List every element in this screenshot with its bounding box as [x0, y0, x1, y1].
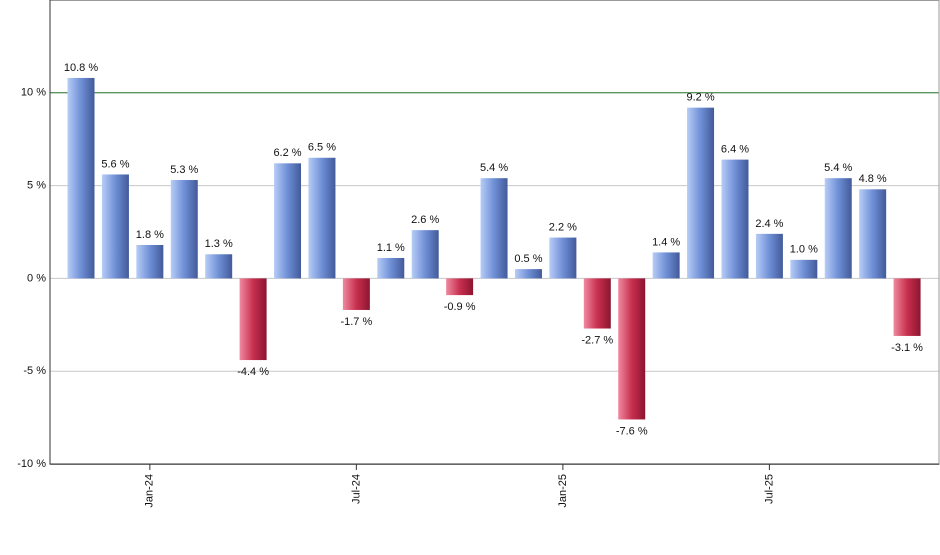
- x-tick-label: Jul-25: [763, 474, 775, 504]
- value-label: 6.4 %: [721, 144, 749, 156]
- value-label: 1.4 %: [652, 236, 680, 248]
- y-tick-label: 0 %: [27, 272, 46, 284]
- bar: [755, 233, 783, 279]
- bar: [480, 178, 508, 279]
- value-label: 6.2 %: [273, 147, 301, 159]
- bar: [136, 244, 164, 279]
- value-label: 10.8 %: [64, 62, 98, 74]
- bar: [205, 254, 233, 279]
- y-tick-label: 5 %: [27, 180, 46, 192]
- bar: [859, 189, 887, 279]
- bar: [549, 237, 577, 279]
- value-label: 5.3 %: [170, 164, 198, 176]
- value-label: -0.9 %: [444, 301, 476, 313]
- bar: [446, 278, 474, 296]
- bar: [170, 180, 198, 279]
- x-tick-label: Jul-24: [350, 474, 362, 504]
- bar: [824, 178, 852, 279]
- bar: [342, 278, 370, 310]
- value-label: 1.3 %: [205, 238, 233, 250]
- value-label: -4.4 %: [237, 366, 269, 378]
- value-label: 5.4 %: [480, 162, 508, 174]
- bar: [411, 230, 439, 279]
- bar: [377, 257, 405, 279]
- y-tick-label: 10 %: [21, 87, 46, 99]
- bar: [687, 107, 715, 279]
- value-label: 1.1 %: [377, 242, 405, 254]
- x-tick-label: Jan-25: [557, 474, 569, 508]
- bar: [652, 252, 680, 279]
- value-label: -1.7 %: [340, 316, 372, 328]
- value-label: -2.7 %: [581, 334, 613, 346]
- value-label: -7.6 %: [616, 425, 648, 437]
- value-label: 2.2 %: [549, 221, 577, 233]
- y-tick-label: -10 %: [17, 458, 46, 470]
- bar: [514, 269, 542, 279]
- x-tick-label: Jan-24: [144, 474, 156, 508]
- value-label: 9.2 %: [686, 92, 714, 104]
- bar: [583, 278, 611, 329]
- value-label: -3.1 %: [891, 342, 923, 354]
- bar: [274, 163, 302, 279]
- bar: [721, 159, 749, 279]
- value-label: 5.6 %: [101, 158, 129, 170]
- value-label: 2.6 %: [411, 214, 439, 226]
- value-label: 1.0 %: [790, 244, 818, 256]
- bar: [618, 278, 646, 420]
- value-label: 4.8 %: [859, 173, 887, 185]
- bar: [893, 278, 921, 336]
- bar: [239, 278, 267, 361]
- value-label: 6.5 %: [308, 142, 336, 154]
- value-label: 2.4 %: [755, 218, 783, 230]
- y-tick-label: -5 %: [23, 365, 46, 377]
- bar: [790, 259, 818, 279]
- bar: [101, 174, 129, 279]
- value-label: 5.4 %: [824, 162, 852, 174]
- bar: [67, 77, 95, 279]
- bar: [308, 157, 336, 279]
- value-label: 1.8 %: [136, 229, 164, 241]
- value-label: 0.5 %: [514, 253, 542, 265]
